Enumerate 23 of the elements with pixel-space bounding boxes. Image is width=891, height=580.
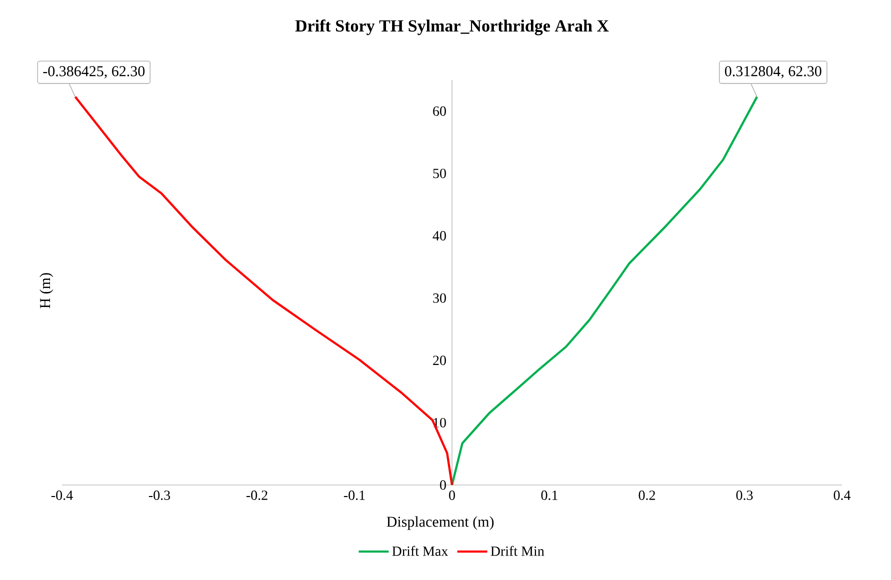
y-tick-label: 40 [432,231,446,240]
x-axis-title: Displacement (m) [386,516,494,530]
chart-title: Drift Story TH Sylmar_Northridge Arah X [295,19,609,36]
x-tick-label: -0.4 [51,490,73,500]
x-tick-label: 0.1 [541,490,558,500]
x-tick-label: -0.3 [148,490,170,500]
annotation: -0.386425, 62.30 [43,66,145,78]
x-tick-label: -0.1 [344,490,365,500]
legend-label: Drift Max [392,546,448,556]
x-tick-label: 0.4 [834,490,851,500]
y-tick-label: 30 [433,293,446,303]
y-tick-label: 20 [433,356,446,366]
y-tick-label: 60 [433,106,446,116]
legend-label: Drift Min [490,546,544,556]
annotation: 0.312804, 62.30 [724,66,822,78]
x-tick-label: 0.2 [638,490,655,500]
y-tick-label: 0 [440,480,446,490]
x-tick-label: 0 [449,490,455,500]
y-axis-title: H (m) [40,273,54,308]
x-tick-label: 0.3 [736,490,753,500]
x-tick-label: -0.2 [246,490,268,500]
line-series [450,96,758,486]
y-tick-label: 50 [433,168,446,178]
